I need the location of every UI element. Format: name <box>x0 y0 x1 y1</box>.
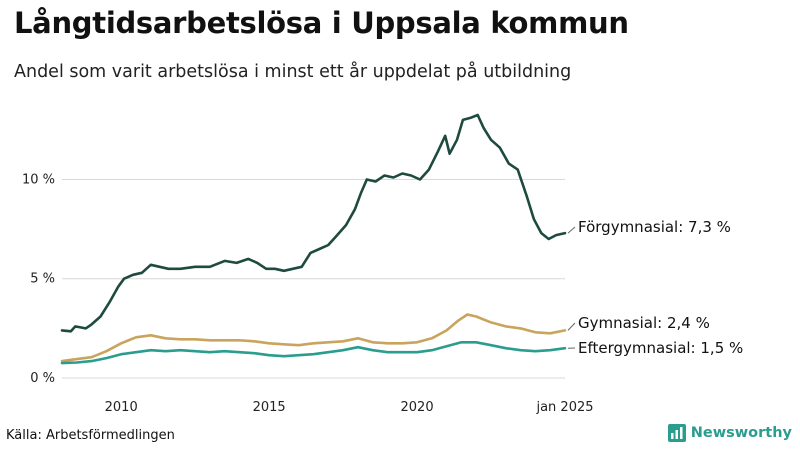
y-tick-label: 5 % <box>30 272 55 287</box>
y-tick-label: 10 % <box>22 172 55 187</box>
gridlines <box>62 178 565 379</box>
series-line-gymnasial <box>60 313 567 363</box>
chart-subtitle: Andel som varit arbetslösa i minst ett å… <box>14 62 572 82</box>
x-tick-label: 2010 <box>105 400 138 415</box>
x-tick-label: 2020 <box>401 400 434 415</box>
series-label-förgymnasial: Förgymnasial: 7,3 % <box>578 218 731 236</box>
source-note: Källa: Arbetsförmedlingen <box>6 428 175 443</box>
x-tick-label: jan 2025 <box>535 400 593 415</box>
y-axis-ticks: 0 % 5 % 10 % <box>22 172 55 386</box>
brand-logo: Newsworthy <box>667 424 792 442</box>
x-tick-label: 2015 <box>253 400 286 415</box>
label-connector <box>567 322 576 331</box>
label-connector <box>567 226 576 234</box>
newsworthy-logo-icon <box>667 424 686 442</box>
series-label-gymnasial: Gymnasial: 2,4 % <box>578 314 710 332</box>
brand-name: Newsworthy <box>690 425 792 441</box>
chart-title: Långtidsarbetslösa i Uppsala kommun <box>14 6 629 40</box>
series-line-eftergymnasial <box>60 341 567 365</box>
y-tick-label: 0 % <box>30 371 55 386</box>
series-lines <box>60 113 567 365</box>
series-label-eftergymnasial: Eftergymnasial: 1,5 % <box>578 339 743 357</box>
series-labels: Förgymnasial: 7,3 % Gymnasial: 2,4 % Efter… <box>567 218 743 357</box>
x-axis-ticks: 2010 2015 2020 jan 2025 <box>105 400 594 415</box>
series-line-förgymnasial <box>60 113 567 333</box>
